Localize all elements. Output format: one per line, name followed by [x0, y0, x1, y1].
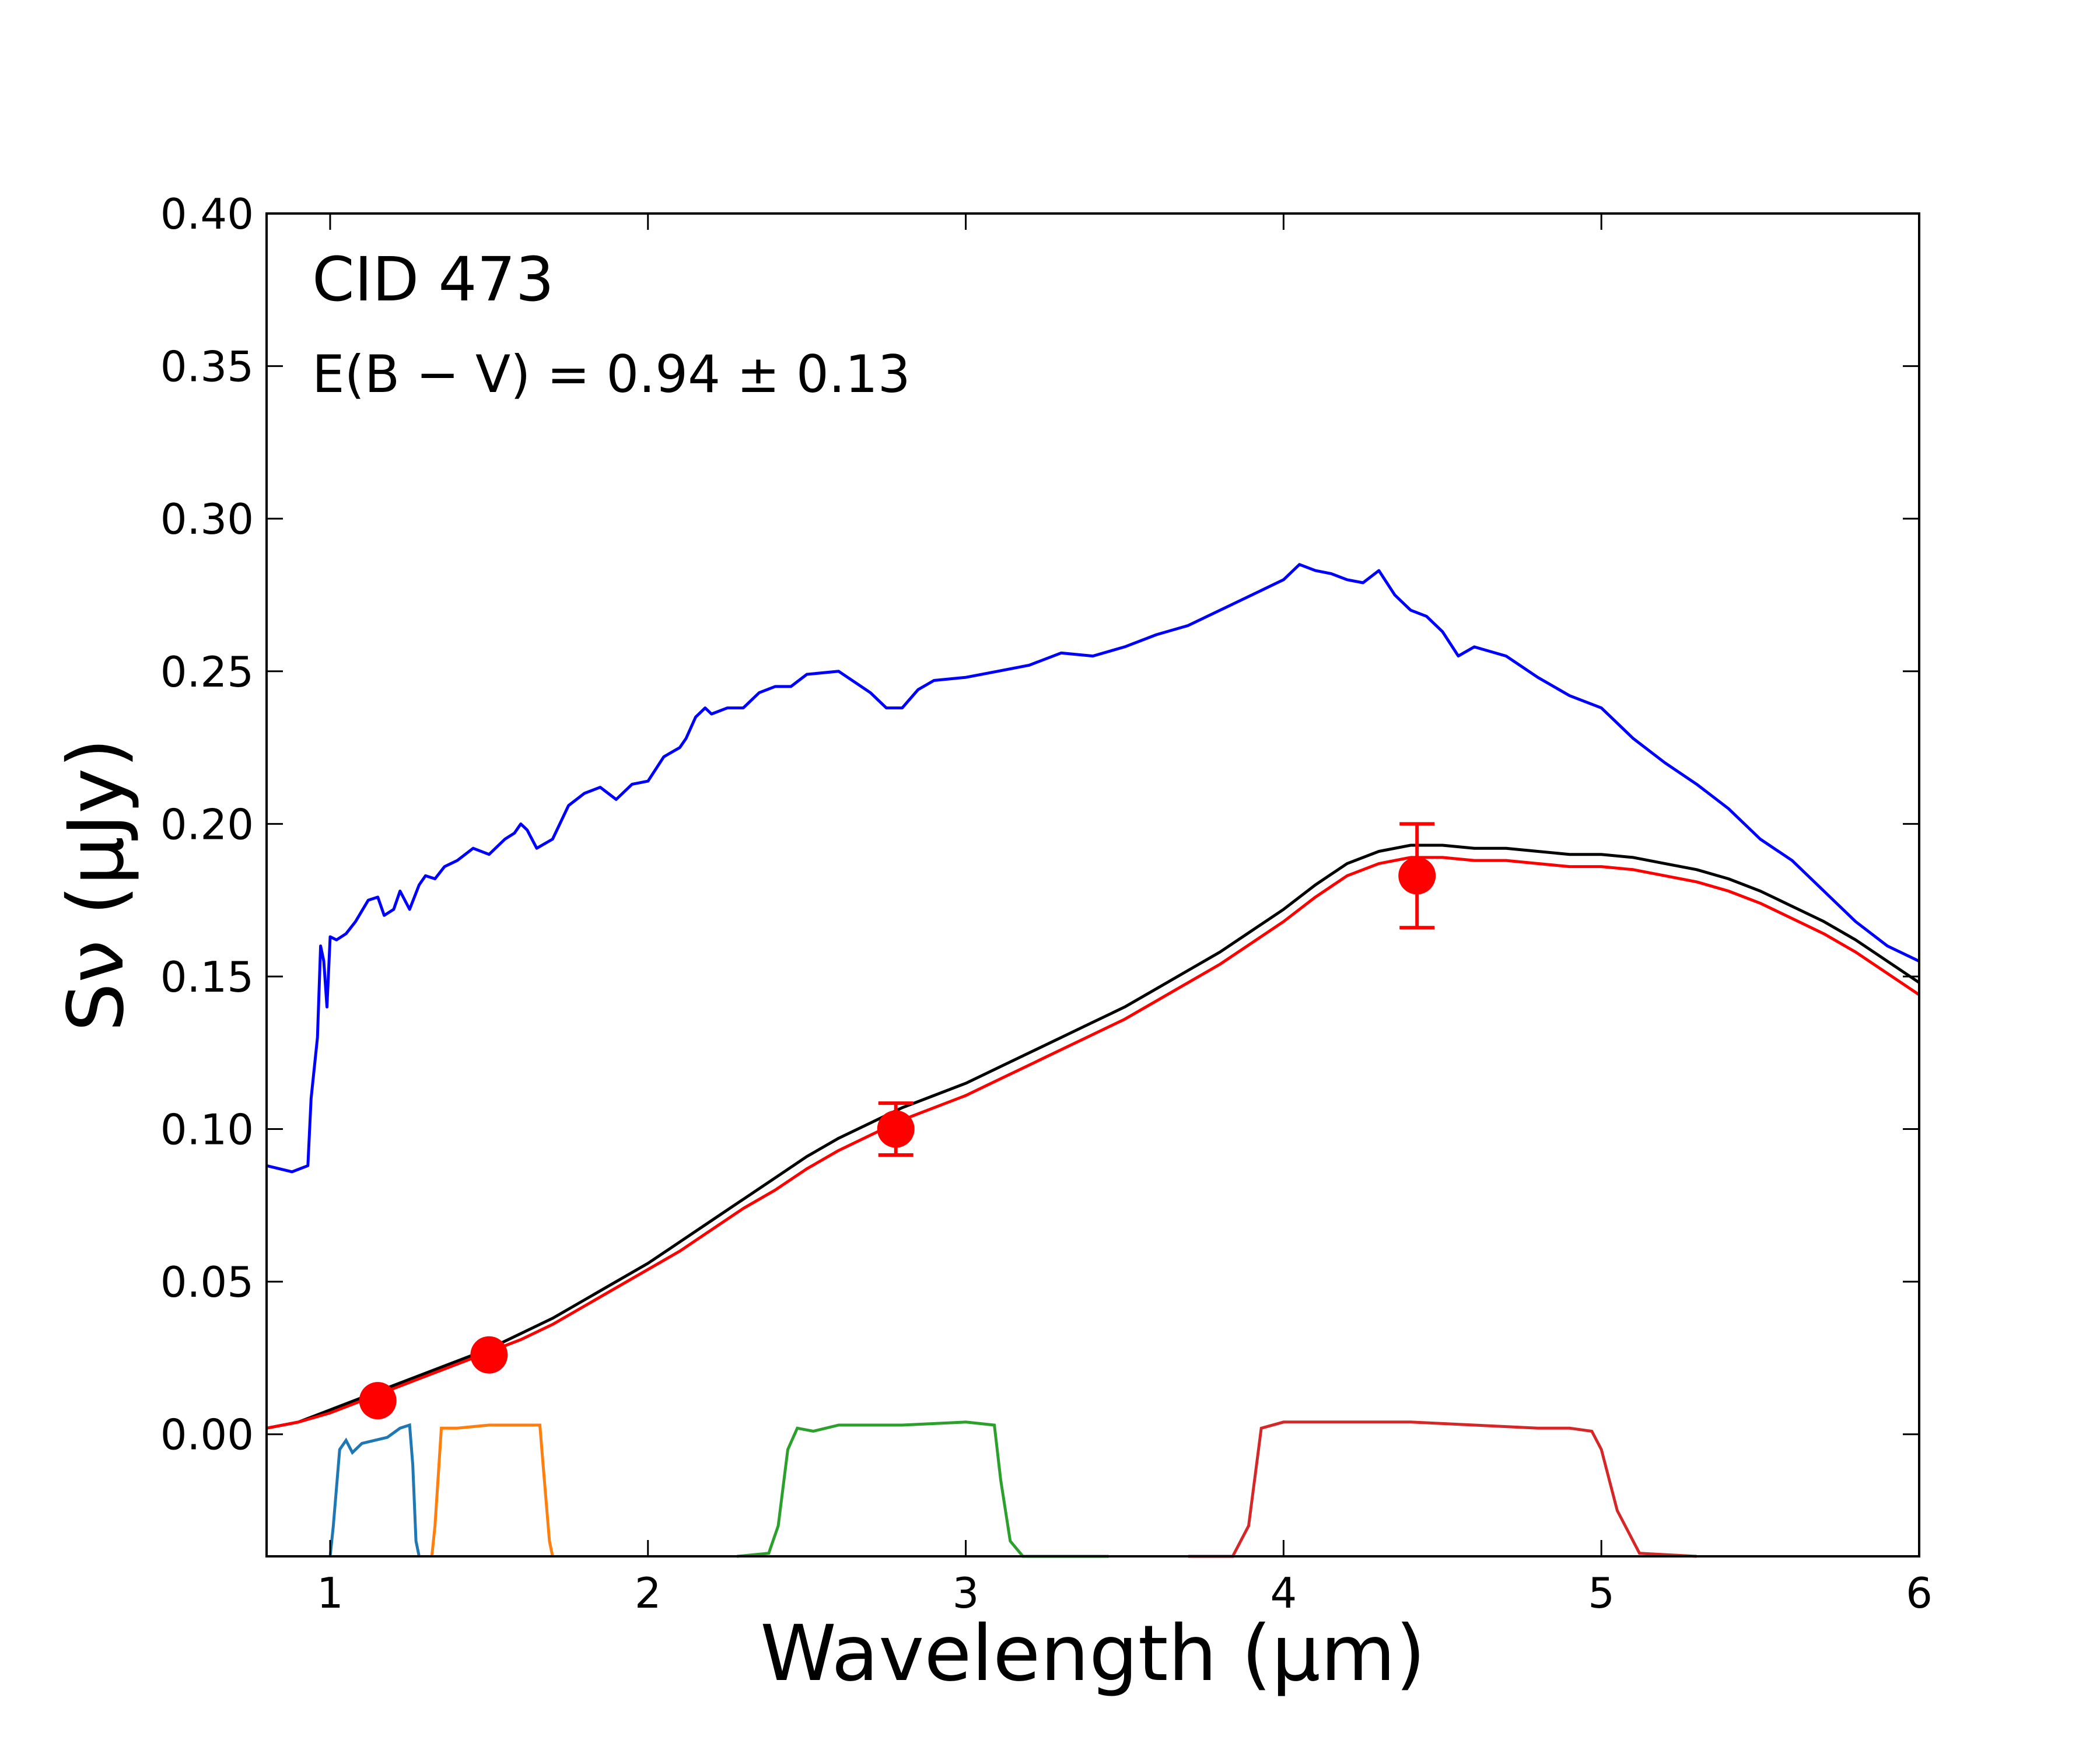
y-tick-label: 0.15 — [160, 953, 254, 1002]
photometry-points — [359, 822, 1436, 1420]
x-tick-label: 5 — [1588, 1569, 1615, 1618]
x-tick-label: 2 — [635, 1569, 662, 1618]
filter-curves — [328, 1420, 1697, 1558]
filter-curve-2 — [430, 1423, 554, 1557]
x-tick-label: 3 — [953, 1569, 979, 1618]
y-tick-label: 0.05 — [160, 1258, 254, 1307]
x-tick-label: 1 — [317, 1569, 344, 1618]
filter-curve-3 — [737, 1420, 1109, 1558]
x-axis-label: Wavelength (μm) — [760, 1609, 1426, 1699]
photometry-point — [877, 1110, 915, 1148]
y-tick-label: 0.25 — [160, 648, 254, 696]
y-tick-label: 0.35 — [160, 342, 254, 391]
filter-curve-4 — [1188, 1420, 1697, 1558]
y-tick-label: 0.20 — [160, 800, 254, 849]
x-tick-label: 4 — [1270, 1569, 1297, 1618]
ebv-label: E(B − V) = 0.94 ± 0.13 — [312, 344, 911, 404]
y-tick-label: 0.40 — [160, 190, 254, 239]
y-axis-label: Sν (μJy) — [51, 738, 141, 1032]
photometry-point — [1398, 857, 1436, 895]
plot-frame — [265, 212, 1920, 1558]
y-tick-label: 0.00 — [160, 1410, 254, 1460]
x-tick-label: 6 — [1906, 1569, 1933, 1618]
intrinsic-spectrum-line — [266, 563, 1920, 1174]
spectra-series — [266, 563, 1920, 1430]
filter-curve-1 — [328, 1423, 421, 1557]
axis-ticks: 1 2 3 4 5 6 0.00 0.05 0.10 0.15 0.20 0.25 0.30 0.35 0.… — [160, 190, 1933, 1618]
photometry-point — [359, 1382, 397, 1420]
model-spectrum-line — [266, 844, 1920, 1430]
photometry-point — [470, 1336, 508, 1374]
y-tick-label: 0.30 — [160, 495, 254, 544]
reddened-spectrum-line — [266, 856, 1920, 1430]
y-tick-label: 0.10 — [160, 1105, 254, 1154]
object-label: CID 473 — [312, 244, 554, 315]
